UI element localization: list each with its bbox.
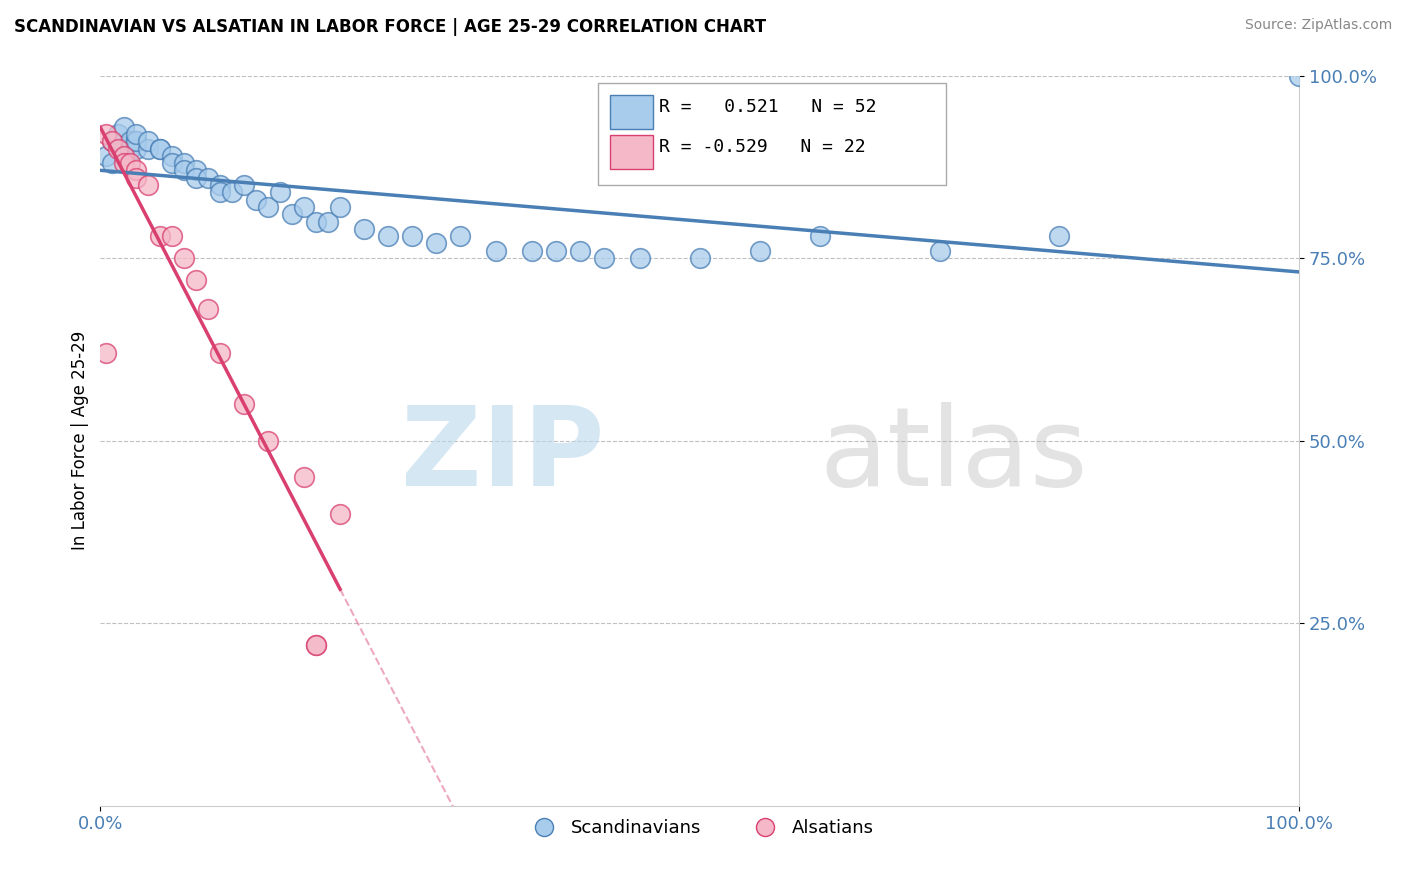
Point — [186, 273, 208, 287]
Legend: Scandinavians, Alsatians: Scandinavians, Alsatians — [519, 812, 882, 844]
Point — [245, 193, 267, 207]
Point — [120, 142, 142, 156]
Point — [748, 244, 770, 258]
Point — [928, 244, 950, 258]
Point — [221, 186, 243, 200]
Point — [592, 251, 614, 265]
Point — [173, 163, 195, 178]
Point — [112, 142, 135, 156]
Point — [353, 222, 375, 236]
Point — [107, 127, 129, 141]
Point — [112, 156, 135, 170]
Point — [120, 156, 142, 170]
Point — [162, 229, 184, 244]
Point — [305, 214, 328, 228]
Point — [101, 156, 124, 170]
Point — [120, 134, 142, 148]
Point — [96, 127, 118, 141]
Point — [808, 229, 831, 244]
Point — [209, 346, 232, 360]
Point — [136, 142, 159, 156]
Point — [125, 134, 148, 148]
Point — [305, 638, 328, 652]
Point — [149, 142, 172, 156]
Point — [281, 207, 304, 221]
Point — [125, 134, 148, 148]
Point — [257, 200, 280, 214]
Point — [186, 163, 208, 178]
Point — [544, 244, 567, 258]
Point — [316, 214, 339, 228]
Text: SCANDINAVIAN VS ALSATIAN IN LABOR FORCE | AGE 25-29 CORRELATION CHART: SCANDINAVIAN VS ALSATIAN IN LABOR FORCE … — [14, 18, 766, 36]
Point — [96, 149, 118, 163]
Point — [401, 229, 423, 244]
Point — [112, 149, 135, 163]
Point — [257, 434, 280, 448]
Point — [112, 120, 135, 134]
Point — [173, 251, 195, 265]
Point — [162, 149, 184, 163]
Point — [292, 470, 315, 484]
Point — [101, 134, 124, 148]
Point — [329, 507, 352, 521]
Point — [125, 142, 148, 156]
Point — [233, 178, 256, 192]
Point — [628, 251, 651, 265]
Point — [136, 178, 159, 192]
Text: ZIP: ZIP — [401, 401, 603, 508]
Point — [149, 229, 172, 244]
Point — [449, 229, 471, 244]
Point — [197, 302, 219, 317]
Point — [689, 251, 711, 265]
Point — [96, 346, 118, 360]
FancyBboxPatch shape — [598, 83, 946, 185]
Point — [209, 186, 232, 200]
Point — [107, 142, 129, 156]
Point — [269, 186, 291, 200]
Point — [209, 178, 232, 192]
Text: Source: ZipAtlas.com: Source: ZipAtlas.com — [1244, 18, 1392, 32]
Point — [197, 170, 219, 185]
Point — [1288, 69, 1310, 83]
Point — [125, 163, 148, 178]
Point — [125, 170, 148, 185]
Point — [136, 134, 159, 148]
Point — [305, 638, 328, 652]
Point — [186, 170, 208, 185]
Point — [1049, 229, 1071, 244]
Point — [162, 156, 184, 170]
Point — [101, 134, 124, 148]
Point — [233, 397, 256, 411]
FancyBboxPatch shape — [610, 136, 652, 169]
FancyBboxPatch shape — [610, 95, 652, 128]
Y-axis label: In Labor Force | Age 25-29: In Labor Force | Age 25-29 — [72, 331, 89, 550]
Point — [173, 156, 195, 170]
Point — [329, 200, 352, 214]
Point — [292, 200, 315, 214]
Point — [485, 244, 508, 258]
Point — [149, 142, 172, 156]
Point — [520, 244, 543, 258]
Text: atlas: atlas — [820, 401, 1088, 508]
Point — [568, 244, 591, 258]
Point — [377, 229, 399, 244]
Text: R = -0.529   N = 22: R = -0.529 N = 22 — [659, 138, 866, 156]
Point — [425, 236, 447, 251]
Point — [125, 127, 148, 141]
Text: R =   0.521   N = 52: R = 0.521 N = 52 — [659, 98, 876, 116]
